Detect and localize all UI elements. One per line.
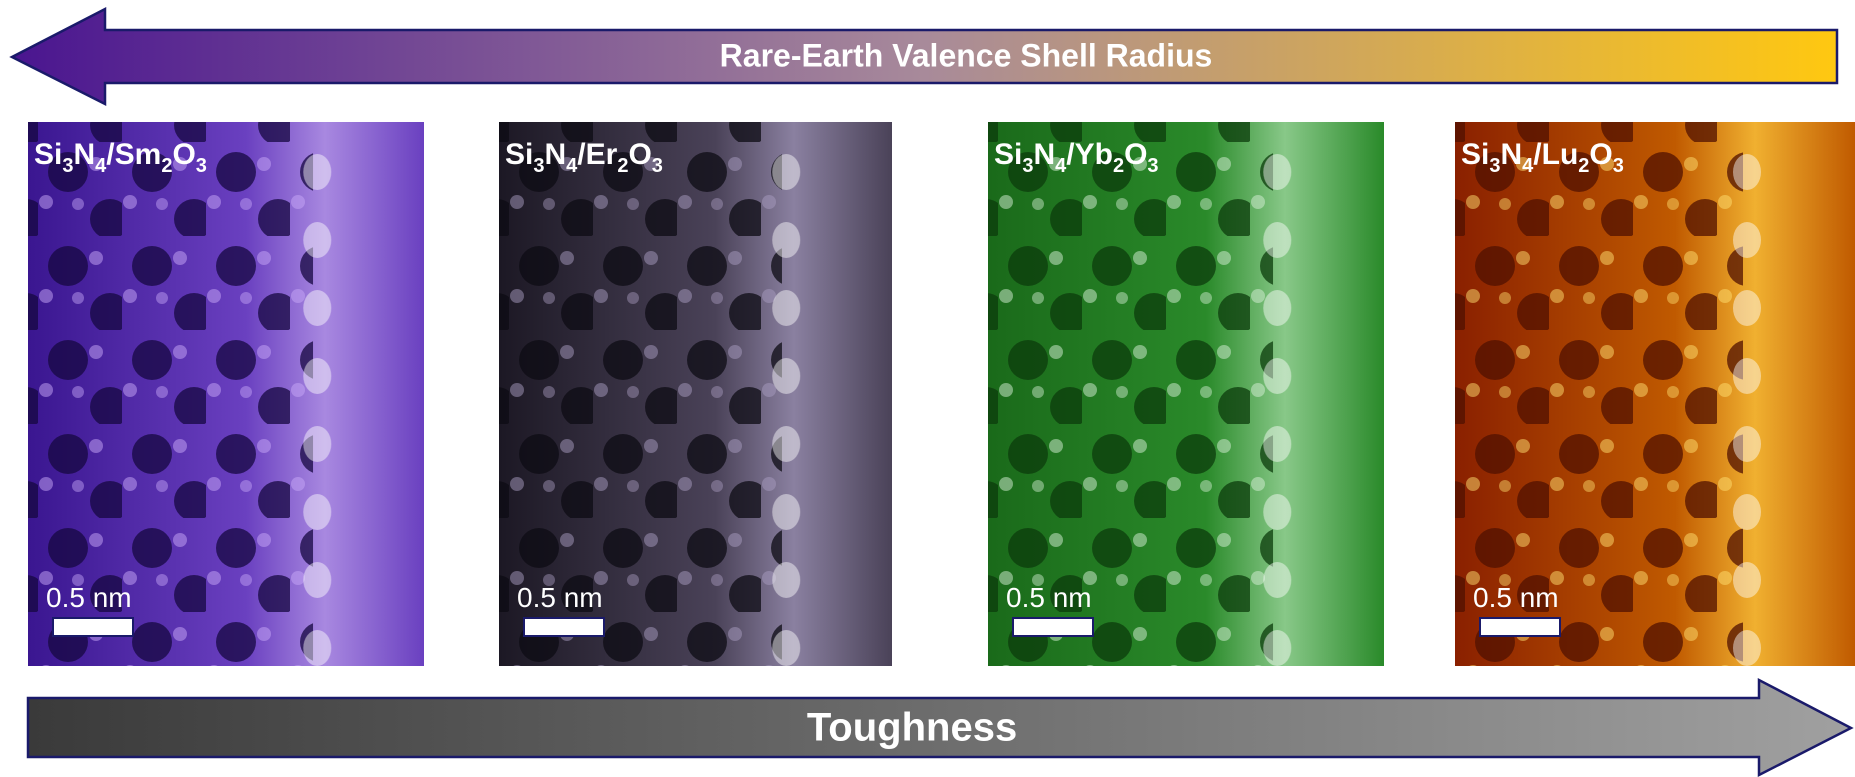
label-part: N [1033,138,1055,171]
scale-bar-label: 0.5 nm [517,582,603,613]
label-part: /Yb [1066,138,1113,171]
label-part: 3 [652,155,663,177]
figure: Rare-Earth Valence Shell Radius Si3N4/Sm… [0,0,1855,777]
interface-column [1257,122,1297,666]
label-part: 3 [62,155,73,177]
interface-column [766,122,806,666]
label-part: Si [34,138,62,171]
label-part: Si [994,138,1022,171]
scale-bar [1480,618,1560,636]
label-part: N [73,138,95,171]
top-arrow-label: Rare-Earth Valence Shell Radius [720,37,1213,73]
label-part: 2 [1113,155,1124,177]
interface-column [297,122,337,666]
scale-bar-label: 0.5 nm [1006,582,1092,613]
label-part: 2 [617,155,628,177]
interface-column [1727,122,1767,666]
label-part: /Lu [1533,138,1578,171]
bottom-arrow-label: Toughness [807,706,1017,750]
scale-bar-label: 0.5 nm [1473,582,1559,613]
label-part: 2 [161,155,172,177]
label-part: Si [505,138,533,171]
label-part: 3 [1489,155,1500,177]
label-part: O [1589,138,1612,171]
scale-bar [1013,618,1093,636]
label-part: 3 [1613,155,1624,177]
label-part: 3 [533,155,544,177]
scale-bar-label: 0.5 nm [46,582,132,613]
label-part: 3 [1022,155,1033,177]
label-part: O [172,138,195,171]
label-part: N [544,138,566,171]
label-part: Si [1461,138,1489,171]
scale-bar [53,618,133,636]
label-part: 2 [1578,155,1589,177]
page: Rare-Earth Valence Shell Radius Si3N4/Sm… [0,0,1855,777]
label-part: /Er [577,138,617,171]
scale-bar [524,618,604,636]
label-part: /Sm [106,138,161,171]
label-part: 3 [1147,155,1158,177]
label-part: O [628,138,651,171]
label-part: N [1500,138,1522,171]
label-part: O [1124,138,1147,171]
label-part: 3 [196,155,207,177]
